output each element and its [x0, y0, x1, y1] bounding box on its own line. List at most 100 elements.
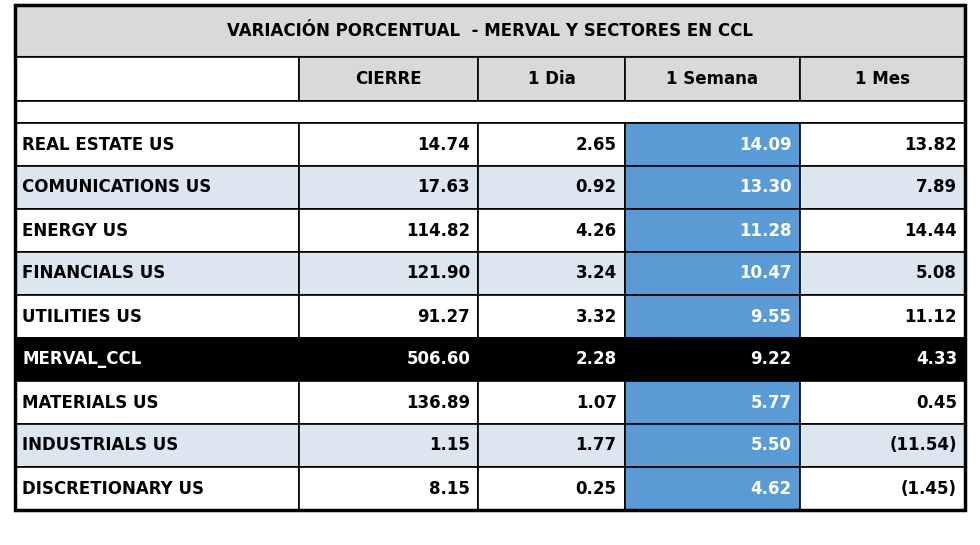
Bar — [15, 209, 299, 252]
Text: ENERGY US: ENERGY US — [22, 221, 128, 239]
Text: 91.27: 91.27 — [417, 307, 470, 325]
Text: INDUSTRIALS US: INDUSTRIALS US — [22, 437, 178, 455]
Text: (11.54): (11.54) — [890, 437, 957, 455]
Text: 9.22: 9.22 — [751, 350, 792, 368]
Bar — [299, 424, 478, 467]
Text: 1 Mes: 1 Mes — [855, 70, 909, 88]
Text: 5.08: 5.08 — [916, 264, 957, 282]
Text: VARIACIÓN PORCENTUAL  - MERVAL Y SECTORES EN CCL: VARIACIÓN PORCENTUAL - MERVAL Y SECTORES… — [227, 22, 753, 40]
Bar — [299, 57, 478, 101]
Bar — [800, 57, 965, 101]
Bar — [800, 166, 965, 209]
Bar — [15, 166, 299, 209]
Text: 14.44: 14.44 — [905, 221, 957, 239]
Bar — [478, 209, 624, 252]
Text: (1.45): (1.45) — [901, 480, 957, 498]
Text: 5.77: 5.77 — [751, 393, 792, 411]
Text: REAL ESTATE US: REAL ESTATE US — [22, 136, 174, 154]
Bar — [15, 467, 299, 510]
Bar — [15, 338, 299, 381]
Bar — [800, 209, 965, 252]
Text: 10.47: 10.47 — [739, 264, 792, 282]
Bar — [624, 166, 800, 209]
Bar — [624, 57, 800, 101]
Text: MERVAL_CCL: MERVAL_CCL — [22, 350, 141, 368]
Text: 0.25: 0.25 — [575, 480, 616, 498]
Bar — [800, 424, 965, 467]
Bar — [478, 338, 624, 381]
Bar — [624, 338, 800, 381]
Text: 14.09: 14.09 — [739, 136, 792, 154]
Bar — [624, 123, 800, 166]
Text: 2.28: 2.28 — [575, 350, 616, 368]
Text: 136.89: 136.89 — [406, 393, 470, 411]
Bar — [478, 467, 624, 510]
Bar — [800, 338, 965, 381]
Bar — [15, 295, 299, 338]
Bar — [478, 123, 624, 166]
Text: MATERIALS US: MATERIALS US — [22, 393, 159, 411]
Text: 13.30: 13.30 — [739, 179, 792, 197]
Text: CIERRE: CIERRE — [355, 70, 421, 88]
Bar — [624, 381, 800, 424]
Text: FINANCIALS US: FINANCIALS US — [22, 264, 166, 282]
Bar — [299, 209, 478, 252]
Text: 17.63: 17.63 — [417, 179, 470, 197]
Text: 9.55: 9.55 — [751, 307, 792, 325]
Text: COMUNICATIONS US: COMUNICATIONS US — [22, 179, 212, 197]
Text: DISCRETIONARY US: DISCRETIONARY US — [22, 480, 204, 498]
Bar — [15, 381, 299, 424]
Bar — [299, 252, 478, 295]
Text: 2.65: 2.65 — [575, 136, 616, 154]
Bar — [800, 295, 965, 338]
Text: 11.12: 11.12 — [905, 307, 957, 325]
Bar — [299, 467, 478, 510]
Text: 1 Dia: 1 Dia — [527, 70, 575, 88]
Text: 121.90: 121.90 — [406, 264, 470, 282]
Bar — [800, 252, 965, 295]
Text: 1.07: 1.07 — [575, 393, 616, 411]
Text: 4.62: 4.62 — [751, 480, 792, 498]
Bar — [624, 295, 800, 338]
Bar — [624, 209, 800, 252]
Bar — [478, 424, 624, 467]
Bar — [800, 123, 965, 166]
Text: 14.74: 14.74 — [417, 136, 470, 154]
Bar — [15, 5, 965, 57]
Bar — [478, 252, 624, 295]
Bar — [15, 123, 299, 166]
Bar — [299, 295, 478, 338]
Text: 1 Semana: 1 Semana — [666, 70, 759, 88]
Text: 506.60: 506.60 — [407, 350, 470, 368]
Text: 0.45: 0.45 — [916, 393, 957, 411]
Bar — [800, 381, 965, 424]
Text: 11.28: 11.28 — [739, 221, 792, 239]
Text: 114.82: 114.82 — [406, 221, 470, 239]
Bar — [478, 295, 624, 338]
Bar — [299, 123, 478, 166]
Text: 4.26: 4.26 — [575, 221, 616, 239]
Bar — [624, 467, 800, 510]
Text: 5.50: 5.50 — [751, 437, 792, 455]
Bar — [478, 57, 624, 101]
Bar — [800, 467, 965, 510]
Bar — [478, 381, 624, 424]
Bar — [299, 381, 478, 424]
Bar — [15, 424, 299, 467]
Bar — [15, 101, 965, 123]
Bar — [624, 424, 800, 467]
Text: 0.92: 0.92 — [575, 179, 616, 197]
Text: 8.15: 8.15 — [429, 480, 470, 498]
Bar — [15, 57, 299, 101]
Text: 1.77: 1.77 — [575, 437, 616, 455]
Text: 4.33: 4.33 — [915, 350, 957, 368]
Text: 7.89: 7.89 — [916, 179, 957, 197]
Bar — [15, 252, 299, 295]
Text: 13.82: 13.82 — [905, 136, 957, 154]
Text: 3.32: 3.32 — [575, 307, 616, 325]
Bar — [299, 166, 478, 209]
Text: 1.15: 1.15 — [429, 437, 470, 455]
Bar — [624, 252, 800, 295]
Text: UTILITIES US: UTILITIES US — [22, 307, 142, 325]
Bar — [478, 166, 624, 209]
